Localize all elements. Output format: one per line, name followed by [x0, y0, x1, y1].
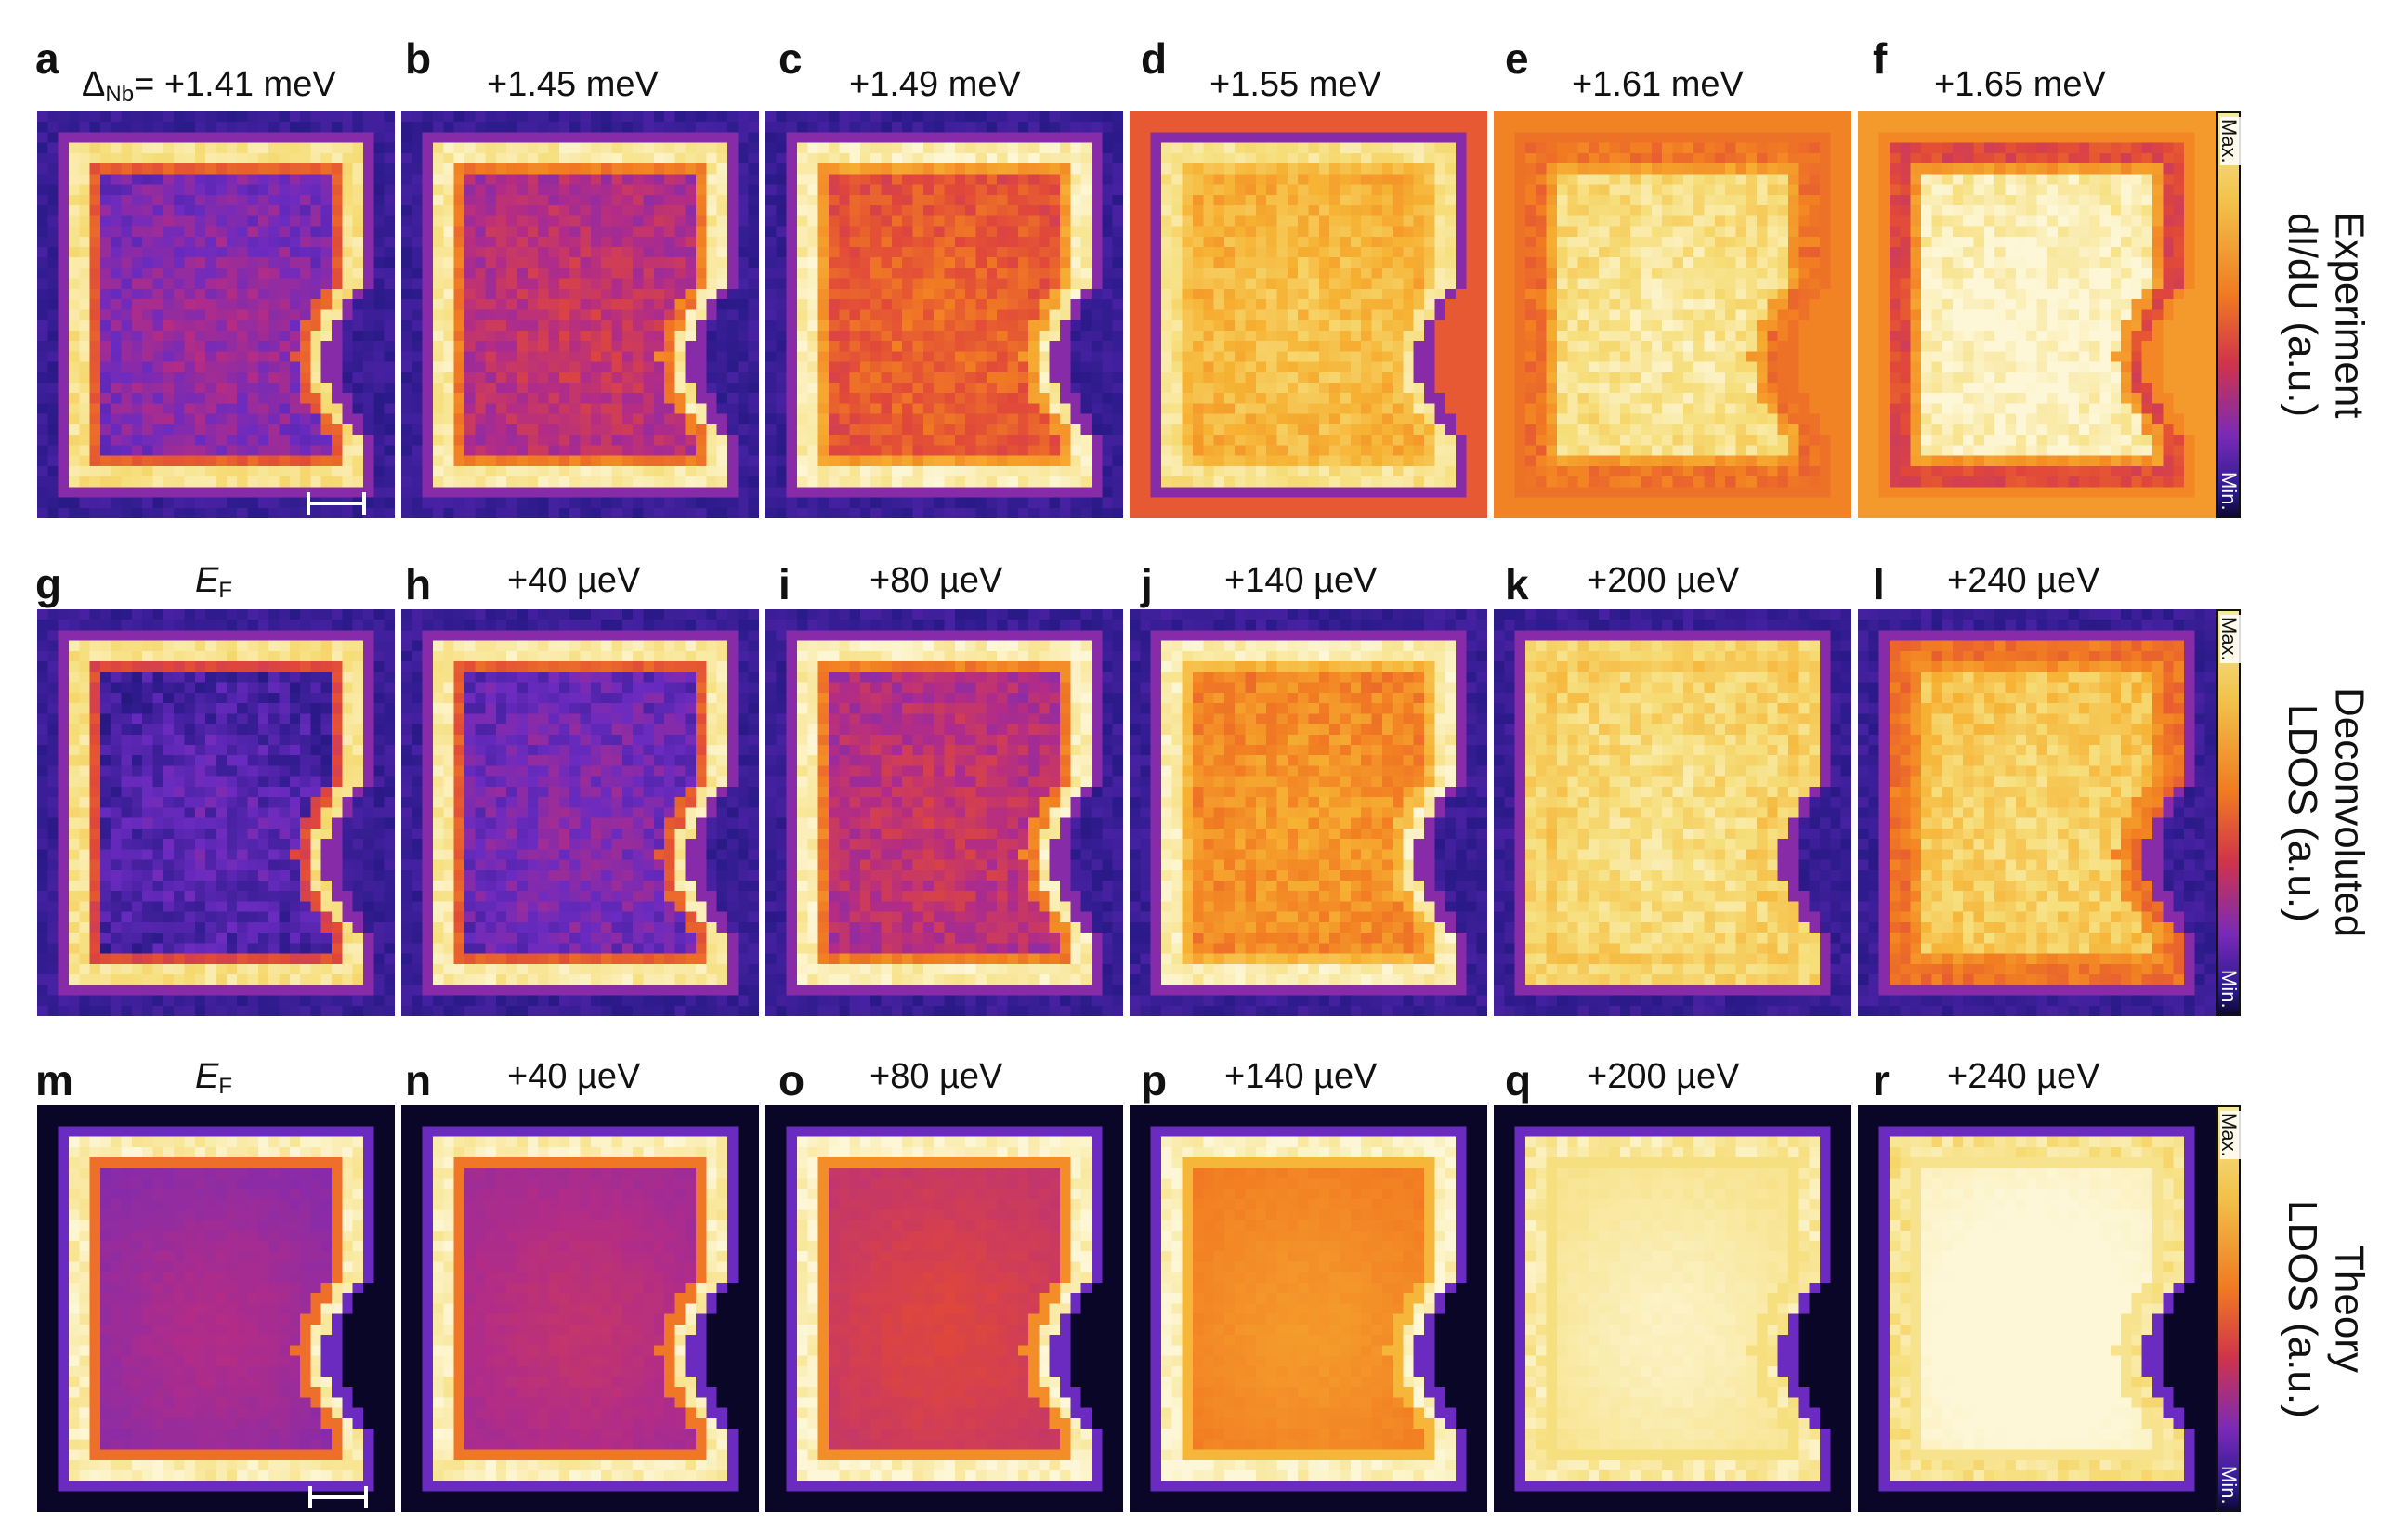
map-d: [1130, 111, 1487, 518]
row-title-deconvoluted: Deconvoluted LDOS (a.u.): [2274, 609, 2376, 1016]
panel-letter-i: i: [778, 563, 791, 606]
panel-letter-p: p: [1141, 1059, 1167, 1102]
panel-label-h: +40 µeV: [507, 563, 640, 598]
map-p: [1130, 1105, 1487, 1512]
panel-label-f: +1.65 meV: [1934, 67, 2106, 102]
map-n: [401, 1105, 759, 1512]
map-e: [1494, 111, 1851, 518]
panel-letter-e: e: [1505, 37, 1529, 80]
map-r: [1858, 1105, 2216, 1512]
panel-label-m: EF: [195, 1059, 232, 1098]
panel-label-r: +240 µeV: [1947, 1059, 2100, 1094]
row-title-line-1: Theory: [2327, 1246, 2373, 1373]
panel-letter-f: f: [1873, 37, 1887, 80]
map-f: [1858, 111, 2216, 518]
row-title-line-2: dI/dU (a.u.): [2280, 213, 2325, 417]
row-title-line-2: LDOS (a.u.): [2280, 1200, 2325, 1418]
panel-letter-c: c: [778, 37, 803, 80]
row-title-line-1: Deconvoluted: [2327, 687, 2373, 937]
map-h: [401, 609, 759, 1016]
map-j: [1130, 609, 1487, 1016]
panel-label-g: EF: [195, 563, 232, 602]
colorbar-experiment: Max. Min.: [2216, 111, 2241, 518]
row-title-theory: Theory LDOS (a.u.): [2274, 1105, 2376, 1512]
map-o: [765, 1105, 1123, 1512]
panel-label-c: +1.49 meV: [849, 67, 1021, 102]
scale-bar-a: [307, 492, 366, 515]
colorbar-max-label: Max.: [2217, 1111, 2241, 1159]
panel-label-b: +1.45 meV: [487, 67, 659, 102]
row-title-line-1: Experiment: [2327, 212, 2373, 419]
panel-letter-n: n: [405, 1059, 431, 1102]
panel-label-o: +80 µeV: [870, 1059, 1002, 1094]
colorbar-max-label: Max.: [2217, 117, 2241, 165]
panel-letter-j: j: [1141, 563, 1153, 606]
map-m: [37, 1105, 395, 1512]
panel-letter-k: k: [1505, 563, 1529, 606]
panel-letter-b: b: [405, 37, 431, 80]
map-c: [765, 111, 1123, 518]
panel-label-a: ΔNb= +1.41 meV: [82, 67, 336, 106]
colorbar-min-label: Min.: [2217, 470, 2241, 513]
map-b: [401, 111, 759, 518]
colorbar-deconvoluted: Max. Min.: [2216, 609, 2241, 1016]
panel-label-q: +200 µeV: [1587, 1059, 1740, 1094]
map-g: [37, 609, 395, 1016]
map-a: [37, 111, 395, 518]
panel-letter-d: d: [1141, 37, 1167, 80]
panel-letter-a: a: [35, 37, 59, 80]
panel-label-p: +140 µeV: [1224, 1059, 1378, 1094]
panel-letter-q: q: [1505, 1059, 1531, 1102]
panel-letter-m: m: [35, 1059, 73, 1102]
colorbar-min-label: Min.: [2217, 1464, 2241, 1507]
panel-label-i: +80 µeV: [870, 563, 1002, 598]
map-q: [1494, 1105, 1851, 1512]
panel-label-n: +40 µeV: [507, 1059, 640, 1094]
panel-letter-h: h: [405, 563, 431, 606]
colorbar-max-label: Max.: [2217, 615, 2241, 663]
panel-label-d: +1.55 meV: [1210, 67, 1381, 102]
panel-label-e: +1.61 meV: [1572, 67, 1744, 102]
panel-letter-o: o: [778, 1059, 804, 1102]
row-title-line-2: LDOS (a.u.): [2280, 704, 2325, 922]
map-k: [1494, 609, 1851, 1016]
colorbar-min-label: Min.: [2217, 968, 2241, 1011]
panel-letter-l: l: [1873, 563, 1885, 606]
map-i: [765, 609, 1123, 1016]
panel-label-k: +200 µeV: [1587, 563, 1740, 598]
panel-label-j: +140 µeV: [1224, 563, 1378, 598]
scale-bar-m: [308, 1486, 368, 1508]
map-l: [1858, 609, 2216, 1016]
panel-letter-r: r: [1873, 1059, 1890, 1102]
panel-label-l: +240 µeV: [1947, 563, 2100, 598]
row-title-experiment: Experiment dI/dU (a.u.): [2274, 111, 2376, 518]
colorbar-theory: Max. Min.: [2216, 1105, 2241, 1512]
panel-letter-g: g: [35, 563, 61, 606]
